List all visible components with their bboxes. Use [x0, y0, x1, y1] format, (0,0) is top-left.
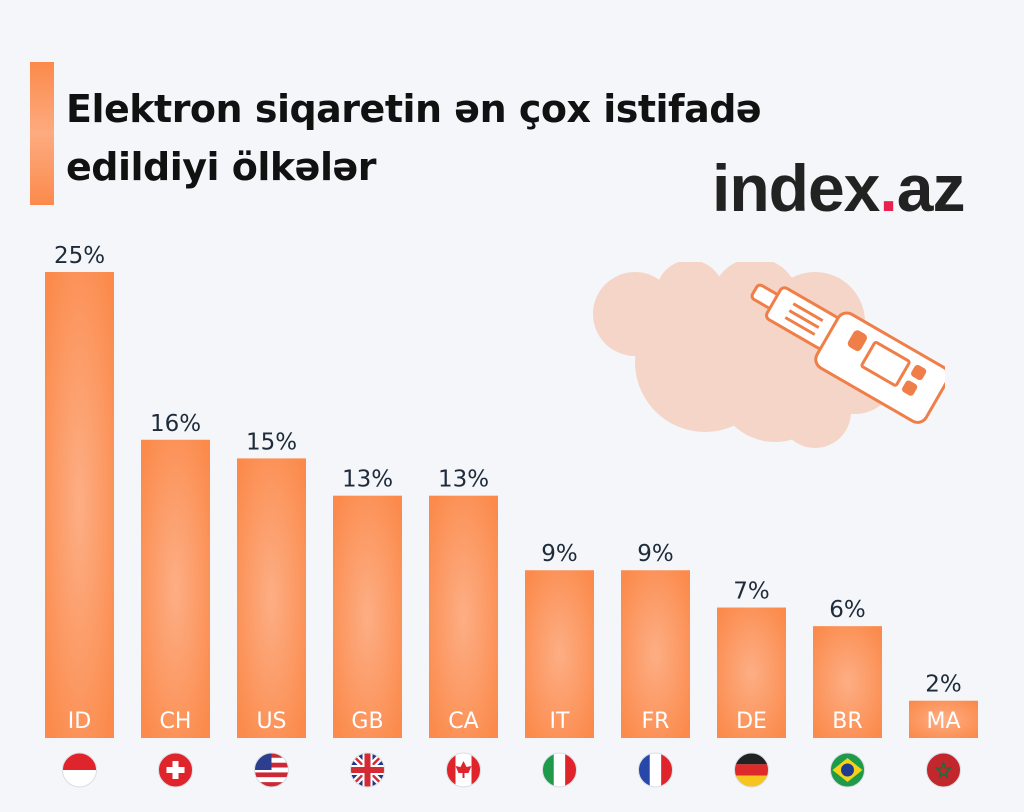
logo-name: index: [712, 151, 880, 225]
value-label: 13%: [342, 467, 393, 493]
value-label: 13%: [438, 467, 489, 493]
category-label: MA: [926, 709, 960, 734]
bars-group: 25% ID 16% CH 15% US 13% GB 13% CA 9% IT 9% FR 7% DE 6% B…: [45, 243, 978, 738]
title-accent-bar: [30, 62, 54, 205]
category-label: FR: [642, 709, 670, 734]
flag-switzerland-icon: [158, 752, 193, 788]
bar-de: [717, 607, 786, 738]
value-label: 15%: [246, 429, 297, 455]
vape-illustration: [593, 262, 945, 448]
value-label: 6%: [829, 597, 866, 623]
logo-suffix: az: [896, 151, 966, 225]
bar-fr: [621, 570, 690, 738]
value-label: 9%: [541, 541, 578, 567]
category-label: BR: [832, 709, 862, 734]
value-label: 25%: [54, 243, 105, 269]
flag-usa-icon: [254, 752, 289, 788]
chart-title: Elektron siqaretin ən çox istifadə edild…: [66, 87, 762, 189]
bar-br: [813, 626, 882, 738]
value-label: 9%: [637, 541, 674, 567]
logo-dot: .: [879, 151, 897, 225]
flag-uk-icon: [350, 752, 385, 788]
category-label: CH: [160, 709, 192, 734]
bar-us: [237, 458, 306, 738]
vape-device-icon: [750, 283, 945, 424]
flag-germany-icon: [734, 752, 769, 788]
category-label: US: [256, 709, 286, 734]
bar-ma: [909, 700, 978, 738]
category-label: GB: [351, 709, 383, 734]
flag-italy-icon: [542, 752, 577, 788]
flag-brazil-icon: [830, 752, 865, 788]
flag-indonesia-icon: [62, 752, 97, 788]
flag-canada-icon: [446, 752, 481, 788]
bar-ch: [141, 439, 210, 738]
bar-id: [45, 272, 114, 738]
value-label: 2%: [925, 672, 962, 698]
flag-france-icon: [638, 752, 673, 788]
flag-morocco-icon: [926, 752, 961, 788]
bar-ca: [429, 495, 498, 738]
category-label: DE: [736, 709, 767, 734]
bar-it: [525, 570, 594, 738]
value-label: 7%: [733, 579, 770, 605]
index-az-logo: index.az: [712, 150, 966, 226]
category-label: IT: [550, 709, 570, 734]
bar-gb: [333, 495, 402, 738]
category-label: ID: [68, 709, 91, 734]
flags-group: [62, 752, 961, 788]
category-label: CA: [448, 709, 478, 734]
value-label: 16%: [150, 411, 201, 437]
